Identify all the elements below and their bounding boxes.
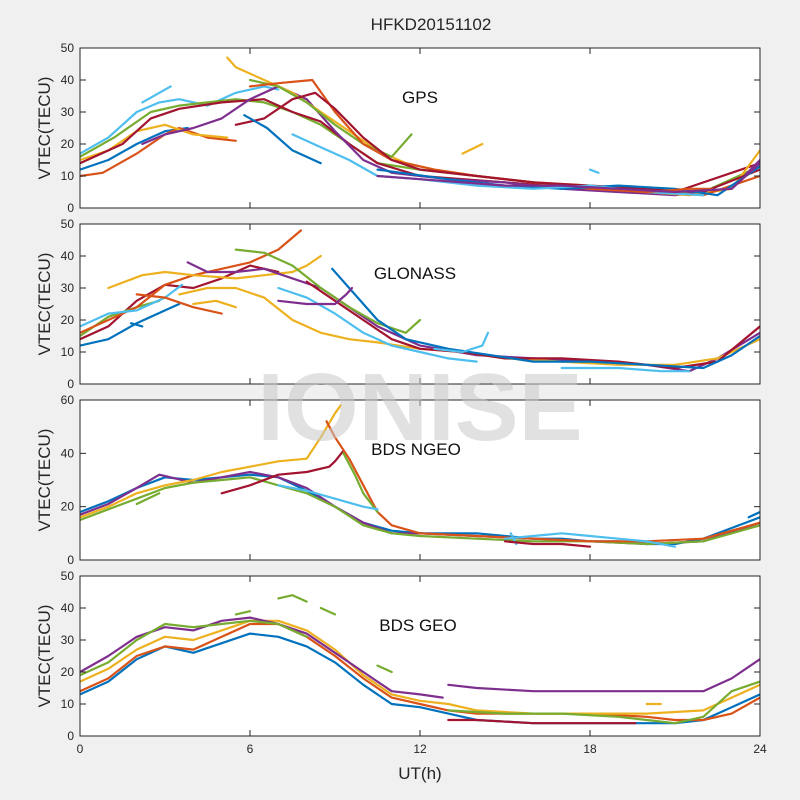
panel-0: 0 10 20 30 40 50 VTEC(TECU) GPS (35, 41, 761, 215)
series-group (80, 404, 760, 548)
series-line-3 (80, 616, 444, 699)
series-line-11 (277, 286, 478, 363)
y-tick-label: 10 (61, 169, 75, 183)
series-line-15 (433, 331, 490, 354)
y-axis-label: VTEC(TECU) (35, 77, 54, 180)
y-tick-label: 30 (61, 281, 75, 295)
series-line-11 (234, 91, 760, 194)
panel-label: GLONASS (374, 264, 456, 283)
series-line-0 (80, 302, 181, 347)
series-line-12 (747, 510, 760, 519)
y-tick-label: 20 (61, 500, 75, 514)
series-line-17 (603, 187, 713, 194)
y-tick-label: 10 (61, 345, 75, 359)
series-line-5 (80, 619, 308, 677)
y-tick-label: 60 (61, 393, 75, 407)
y-tick-label: 20 (61, 137, 75, 151)
series-line-18 (376, 162, 760, 194)
y-axis-label: VTEC(TECU) (35, 605, 54, 708)
series-line-4 (141, 85, 172, 104)
series-line-0 (80, 632, 760, 725)
series-line-4 (220, 449, 345, 495)
series-line-9 (503, 532, 677, 548)
y-tick-label: 10 (61, 697, 75, 711)
plot-area (80, 576, 760, 736)
series-line-7 (277, 594, 308, 603)
series-line-9 (135, 293, 223, 315)
series-line-11 (503, 540, 592, 548)
x-tick-label: 6 (247, 742, 254, 756)
x-tick-label: 0 (77, 742, 84, 756)
y-tick-label: 30 (61, 633, 75, 647)
y-tick-label: 40 (61, 601, 75, 615)
series-line-16 (588, 168, 600, 174)
series-line-5 (107, 254, 322, 290)
y-tick-label: 0 (67, 553, 74, 567)
y-tick-label: 50 (61, 569, 75, 583)
series-line-4 (80, 283, 184, 328)
series-line-12 (243, 114, 322, 165)
panel-2: 0 20 40 60 VTEC(TECU) BDS NGEO (35, 393, 761, 567)
y-tick-label: 20 (61, 665, 75, 679)
y-tick-label: 0 (67, 729, 74, 743)
series-group (80, 56, 760, 197)
panel-label: BDS NGEO (371, 440, 461, 459)
x-tick-label: 24 (753, 742, 767, 756)
series-line-3 (80, 404, 342, 519)
series-line-7 (141, 85, 760, 197)
panels: 0 10 20 30 40 50 VTEC(TECU) GPS 0 10 20 30 40 50 VTEC(… (35, 41, 767, 756)
series-group (80, 594, 760, 725)
series-line-4 (447, 658, 760, 693)
y-tick-label: 0 (67, 377, 74, 391)
panel-label: BDS GEO (379, 616, 456, 635)
series-line-14 (277, 286, 354, 306)
y-tick-label: 40 (61, 73, 75, 87)
series-line-8 (277, 484, 379, 511)
series-line-17 (560, 366, 691, 373)
y-axis-label: VTEC(TECU) (35, 429, 54, 532)
watermark-text: IONISE (257, 354, 582, 461)
series-line-3 (80, 85, 280, 155)
series-line-13 (331, 267, 760, 370)
y-tick-label: 20 (61, 313, 75, 327)
series-line-7 (234, 248, 422, 334)
series-line-1 (80, 622, 760, 722)
x-tick-label: 18 (583, 742, 597, 756)
series-line-10 (192, 299, 237, 309)
series-line-10 (447, 680, 760, 725)
y-tick-label: 50 (61, 217, 75, 231)
series-line-9 (376, 664, 393, 674)
y-axis-label: VTEC(TECU) (35, 253, 54, 356)
series-line-2 (80, 619, 760, 715)
series-line-6 (234, 610, 252, 616)
y-tick-label: 50 (61, 41, 75, 55)
panel-3: 0 10 20 30 40 50 0 6 12 18 24 VTEC(TECU) BDS GEO (35, 569, 767, 756)
series-line-15 (461, 142, 484, 155)
panel-1: 0 10 20 30 40 50 VTEC(TECU) GLONASS (35, 217, 761, 391)
y-tick-label: 0 (67, 201, 74, 215)
panel-label: GPS (402, 88, 438, 107)
x-tick-label: 12 (413, 742, 427, 756)
series-line-9 (248, 78, 413, 158)
series-line-11 (447, 718, 637, 725)
series-group (80, 229, 760, 373)
x-axis-label: UT(h) (398, 764, 441, 783)
figure-title: HFKD20151102 (371, 15, 492, 34)
y-tick-label: 40 (61, 446, 75, 460)
y-tick-label: 40 (61, 249, 75, 263)
series-line-6 (342, 452, 379, 514)
series-line-8 (319, 606, 337, 616)
series-line-16 (129, 322, 144, 328)
series-line-7 (135, 492, 161, 506)
y-tick-label: 30 (61, 105, 75, 119)
